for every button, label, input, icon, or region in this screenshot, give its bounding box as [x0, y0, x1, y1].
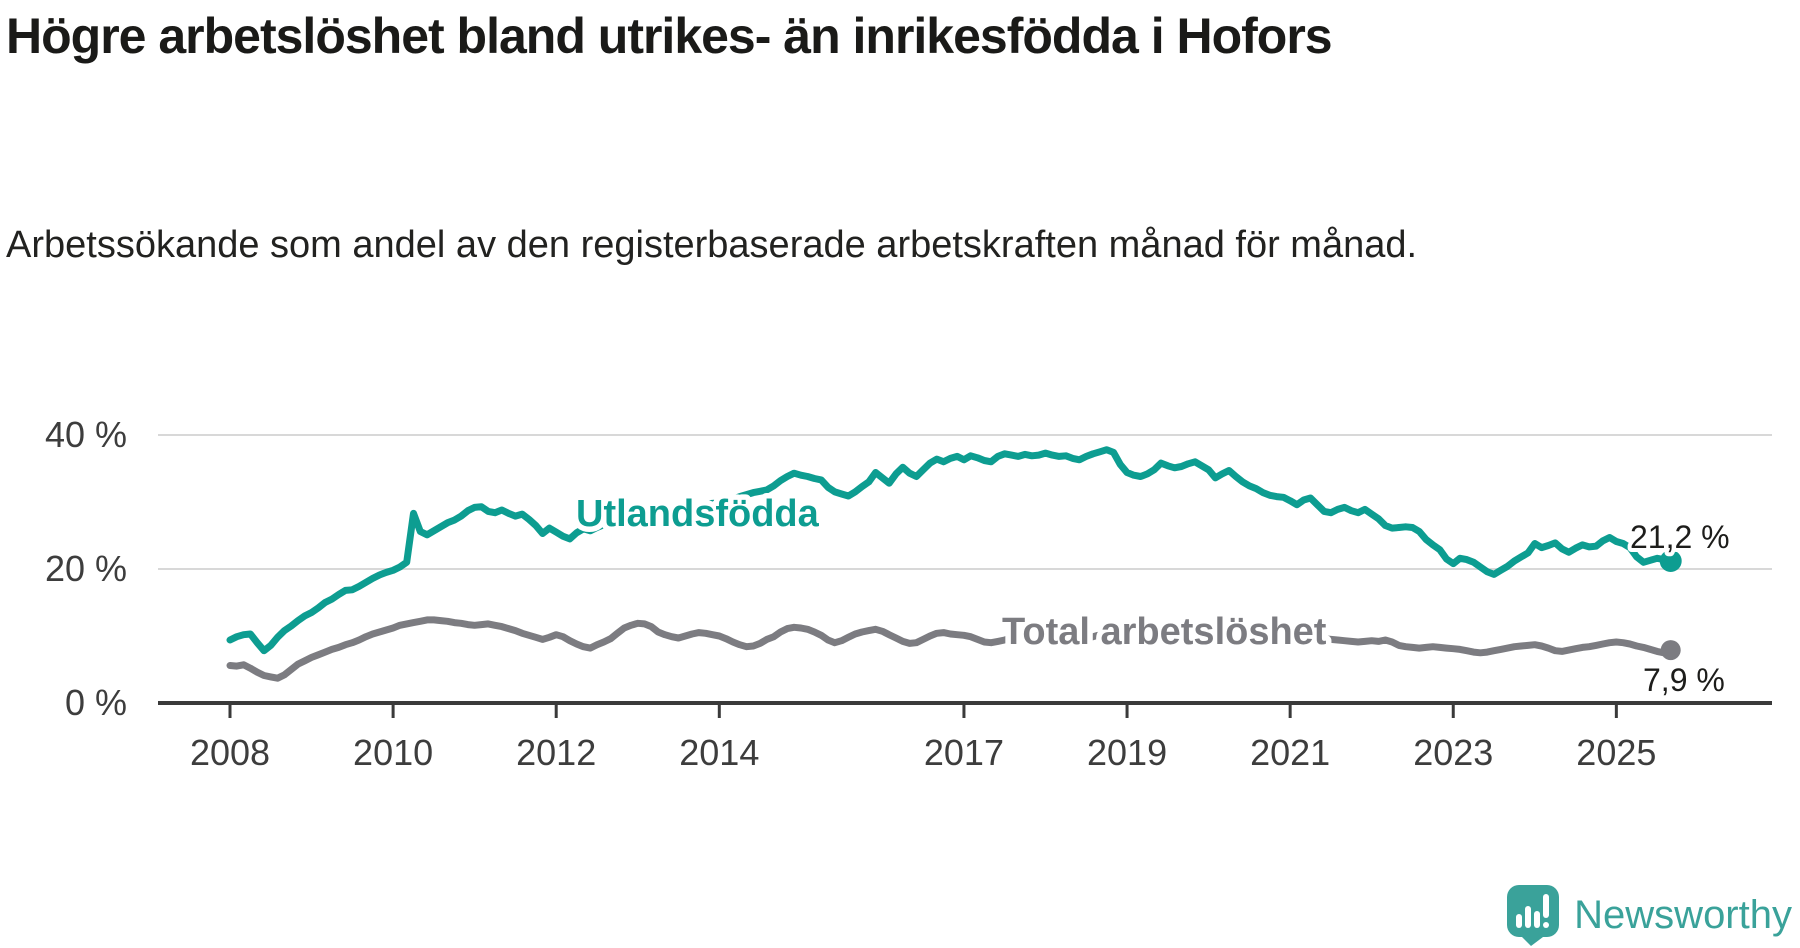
newsworthy-branding: Newsworthy: [1506, 884, 1792, 946]
x-tick-label-2010: 2010: [353, 732, 433, 773]
x-tick-label-2014: 2014: [679, 732, 759, 773]
y-tick-label-0: 0 %: [65, 682, 127, 723]
x-tick-label-2008: 2008: [190, 732, 270, 773]
x-tick-label-2017: 2017: [924, 732, 1004, 773]
y-tick-label-20: 20 %: [45, 548, 127, 589]
series-label-utlandsfodda: Utlandsfödda: [576, 493, 820, 535]
end-value-label-utlandsfodda: 21,2 %: [1630, 519, 1730, 555]
chart-labels: Utlandsfödda Total arbetslöshet 21,2 % 7…: [571, 488, 1734, 703]
y-tick-label-40: 40 %: [45, 414, 127, 455]
series-line-0: [226, 446, 1675, 655]
newsworthy-logo-icon: [1507, 885, 1560, 946]
end-value-label-total: 7,9 %: [1643, 662, 1725, 698]
series-lines: [226, 446, 1682, 682]
series-label-total-arbetsloshet: Total arbetslöshet: [1002, 611, 1327, 653]
x-tick-label-2021: 2021: [1250, 732, 1330, 773]
series-end-dot-0: [1659, 550, 1682, 572]
page-subtitle: Arbetssökande som andel av den registerb…: [6, 224, 1418, 266]
x-tick-label-2023: 2023: [1413, 732, 1493, 773]
series-end-dot-1: [1660, 640, 1681, 661]
series-line-1: [226, 616, 1675, 682]
x-axis: 2008 2010 2012 2014 2017 2019 2021 2023 2025: [158, 701, 1772, 773]
x-tick-label-2012: 2012: [516, 732, 596, 773]
gridlines: 0 % 20 % 40 %: [45, 414, 1772, 723]
x-tick-label-2025: 2025: [1576, 732, 1656, 773]
x-tick-label-2019: 2019: [1087, 732, 1167, 773]
page-title: Högre arbetslöshet bland utrikes- än inr…: [6, 8, 1333, 64]
newsworthy-wordmark: Newsworthy: [1574, 892, 1792, 937]
